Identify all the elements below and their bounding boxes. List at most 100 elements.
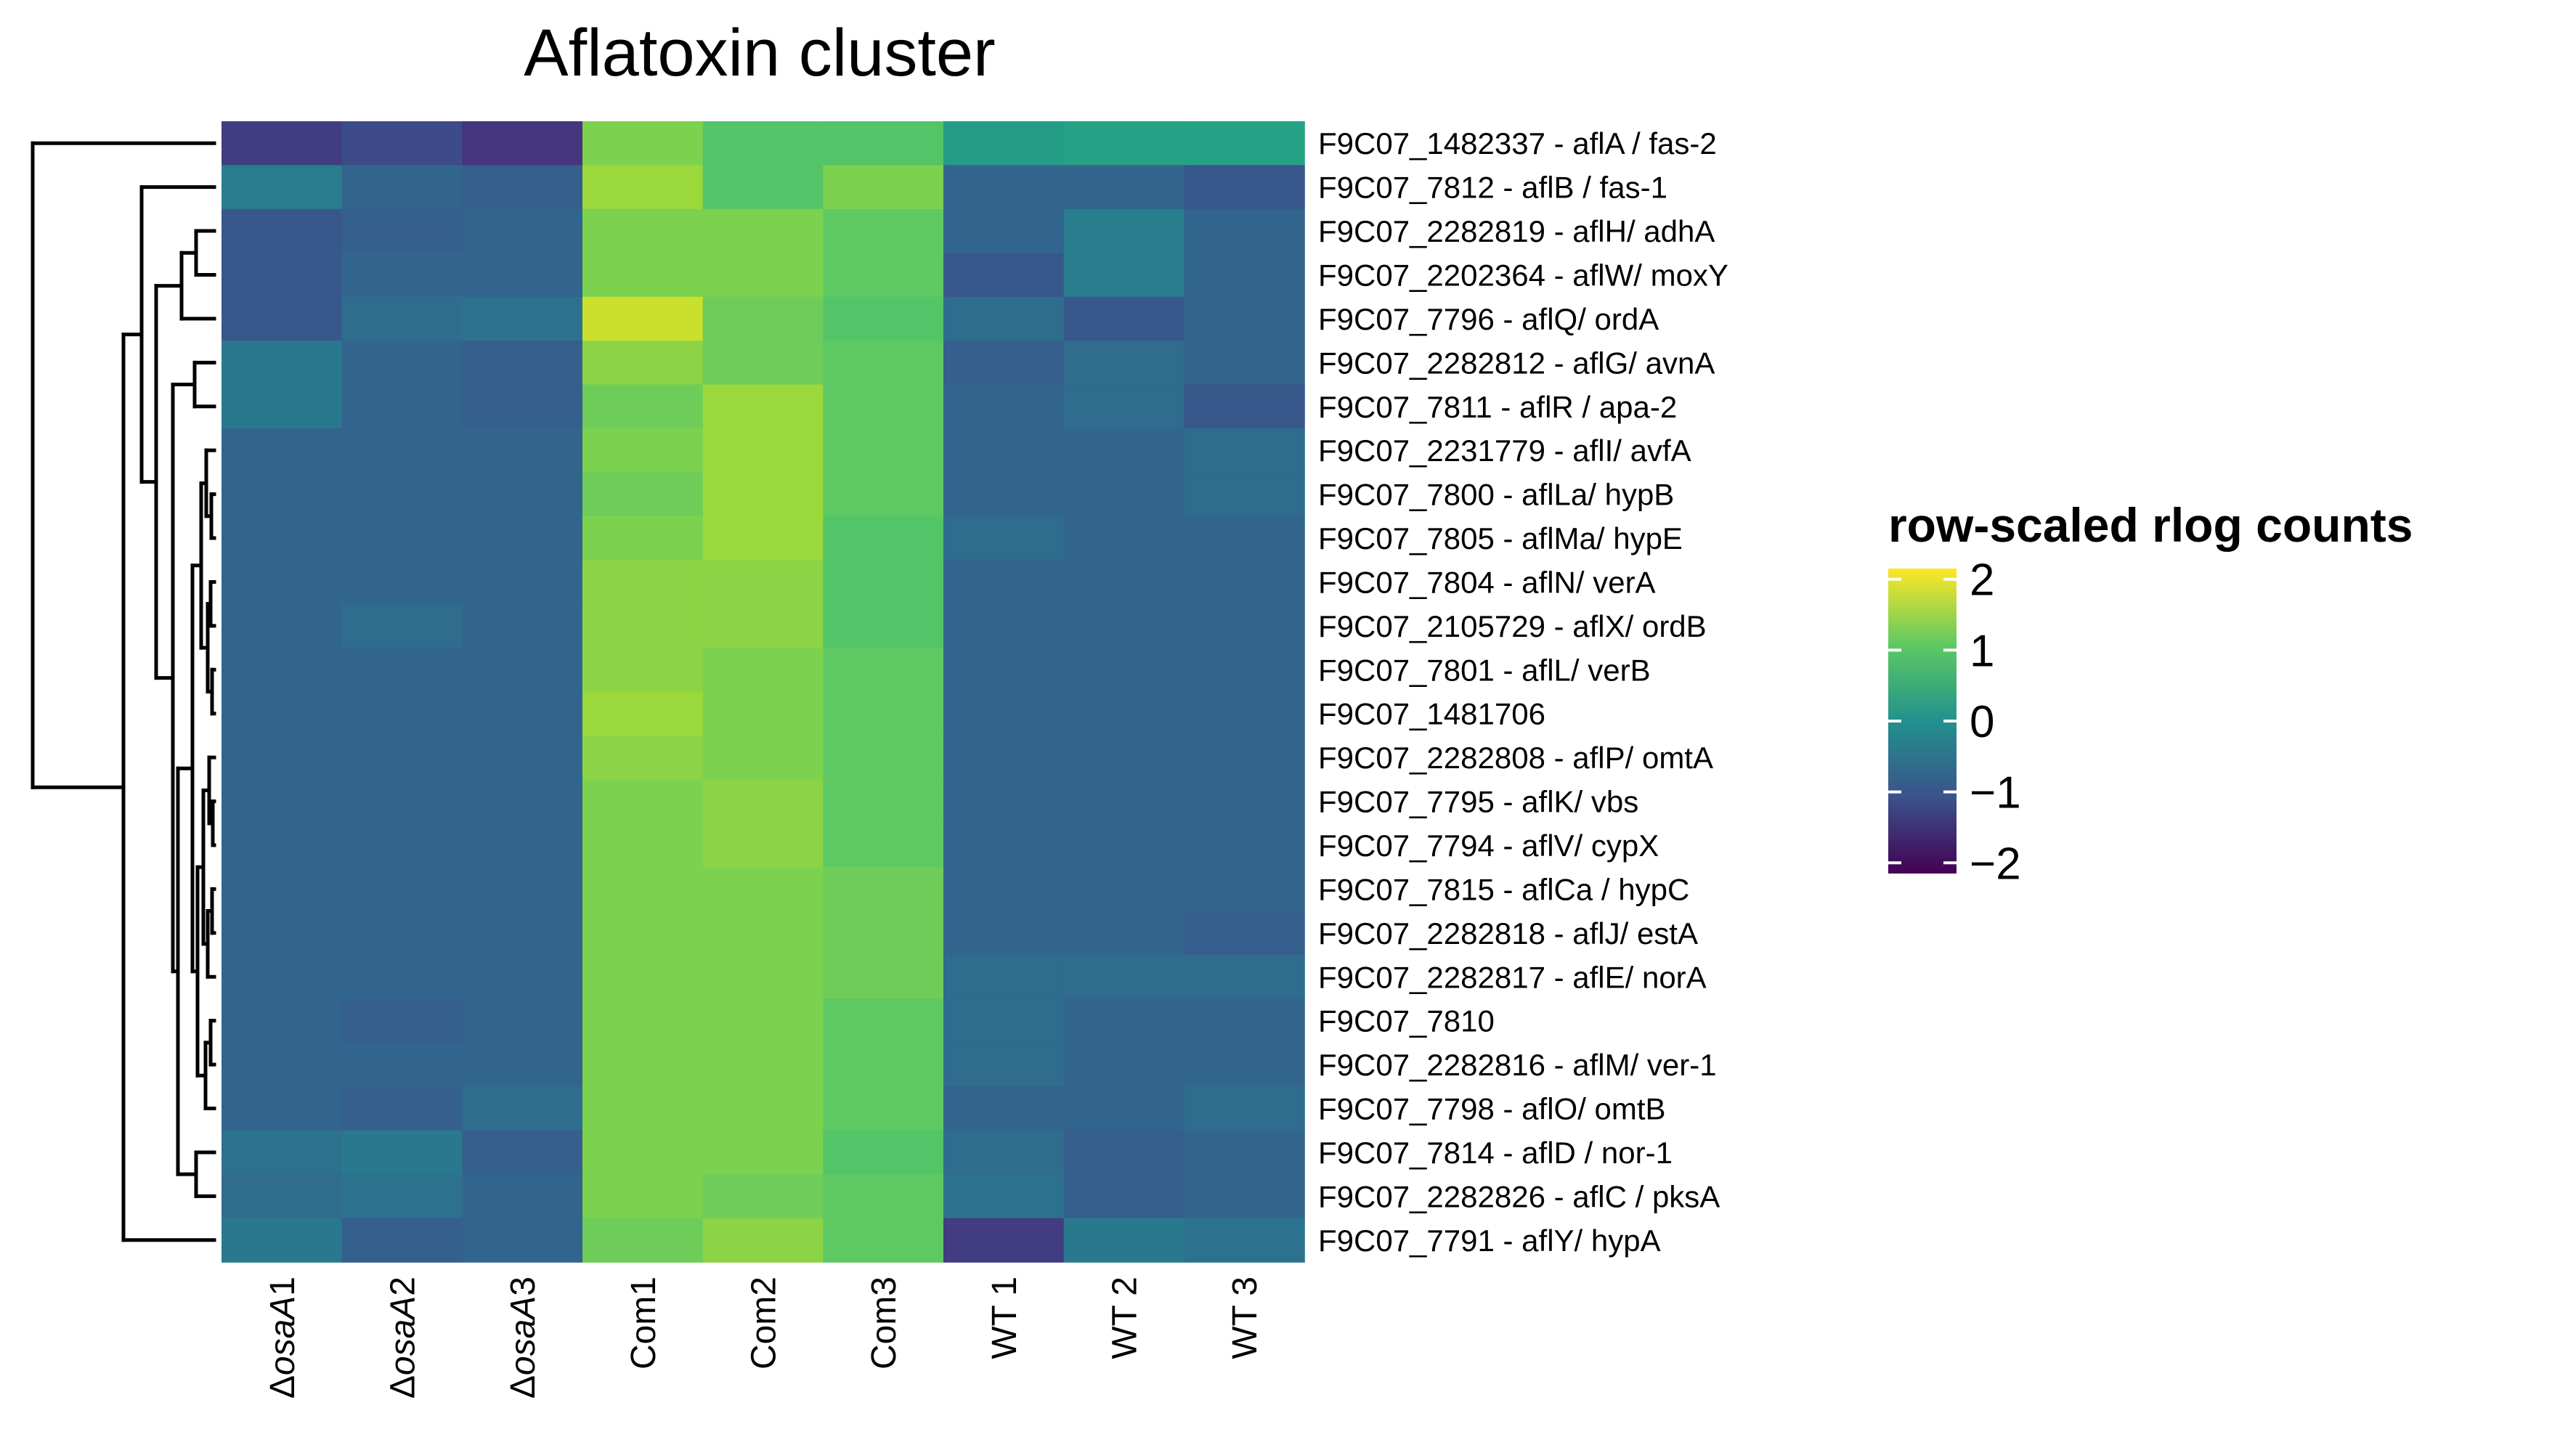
heatmap-cell bbox=[702, 1174, 824, 1219]
heatmap-cell bbox=[702, 165, 824, 210]
column-label: WT 2 bbox=[1106, 1277, 1145, 1359]
heatmap-cell bbox=[943, 341, 1065, 386]
heatmap-cell bbox=[1184, 560, 1305, 605]
heatmap-cell bbox=[462, 735, 583, 781]
heatmap-cell bbox=[943, 384, 1065, 429]
heatmap-cell bbox=[222, 911, 343, 956]
heatmap-cell bbox=[341, 823, 463, 868]
heatmap-cell bbox=[222, 1130, 343, 1175]
heatmap-cell bbox=[943, 691, 1065, 736]
heatmap-cell bbox=[582, 1174, 704, 1219]
heatmap-cell bbox=[222, 648, 343, 693]
heatmap-cell bbox=[222, 998, 343, 1043]
heatmap-cell bbox=[823, 253, 944, 298]
row-label: F9C07_2282812 - aflG/ avnA bbox=[1318, 346, 1715, 380]
heatmap-cell bbox=[823, 341, 944, 386]
heatmap-cell bbox=[341, 735, 463, 781]
heatmap-cell bbox=[341, 1086, 463, 1131]
heatmap-cell bbox=[943, 998, 1065, 1043]
heatmap-cell bbox=[222, 867, 343, 912]
heatmap-cell bbox=[222, 341, 343, 386]
heatmap-cell bbox=[462, 955, 583, 1000]
heatmap-cell bbox=[823, 603, 944, 648]
heatmap-cell bbox=[702, 384, 824, 429]
column-label: WT 3 bbox=[1226, 1277, 1264, 1359]
column-label: WT 1 bbox=[986, 1277, 1024, 1359]
heatmap-cell bbox=[582, 296, 704, 341]
heatmap-cell bbox=[222, 603, 343, 648]
heatmap-cell bbox=[702, 428, 824, 473]
heatmap-cell bbox=[222, 560, 343, 605]
heatmap-cell bbox=[1184, 1218, 1305, 1263]
heatmap-cell bbox=[943, 603, 1065, 648]
heatmap-cell bbox=[222, 208, 343, 254]
heatmap-cell bbox=[702, 998, 824, 1043]
heatmap-cell bbox=[341, 1130, 463, 1175]
row-label: F9C07_1481706 bbox=[1318, 697, 1545, 731]
heatmap-cell bbox=[1063, 296, 1185, 341]
heatmap-cell bbox=[582, 998, 704, 1043]
heatmap-cell bbox=[582, 648, 704, 693]
row-label: F9C07_1482337 - aflA / fas-2 bbox=[1318, 126, 1717, 160]
heatmap-cell bbox=[462, 911, 583, 956]
column-label: ΔosaA1 bbox=[264, 1277, 302, 1399]
heatmap-cell bbox=[943, 516, 1065, 561]
heatmap-cell bbox=[582, 955, 704, 1000]
row-label: F9C07_2282826 - aflC / pksA bbox=[1318, 1179, 1720, 1213]
heatmap-cell bbox=[582, 735, 704, 781]
row-label: F9C07_2282808 - aflP/ omtA bbox=[1318, 741, 1713, 775]
heatmap-cell bbox=[582, 1130, 704, 1175]
heatmap-cell bbox=[702, 735, 824, 781]
heatmap-cell bbox=[222, 1174, 343, 1219]
heatmap-cell bbox=[341, 779, 463, 824]
heatmap-cell bbox=[1184, 779, 1305, 824]
heatmap-cell bbox=[222, 428, 343, 473]
heatmap-cell bbox=[582, 165, 704, 210]
legend-title: row-scaled rlog counts bbox=[1888, 498, 2413, 552]
heatmap-cell bbox=[702, 955, 824, 1000]
heatmap-cell bbox=[1063, 867, 1185, 912]
heatmap-cell bbox=[1184, 341, 1305, 386]
heatmap-cell bbox=[1184, 428, 1305, 473]
heatmap-cell bbox=[1184, 253, 1305, 298]
heatmap-cell bbox=[702, 1042, 824, 1088]
row-label: F9C07_2231779 - aflI/ avfA bbox=[1318, 433, 1691, 468]
heatmap-cell bbox=[1063, 603, 1185, 648]
heatmap-cell bbox=[943, 867, 1065, 912]
heatmap-cell bbox=[823, 955, 944, 1000]
heatmap-cell bbox=[462, 1042, 583, 1088]
heatmap-cell bbox=[1184, 1174, 1305, 1219]
heatmap-cell bbox=[702, 823, 824, 868]
heatmap-cell bbox=[823, 779, 944, 824]
heatmap-cell bbox=[1184, 516, 1305, 561]
column-label: Com2 bbox=[745, 1277, 784, 1369]
heatmap-cell bbox=[823, 911, 944, 956]
heatmap-cell bbox=[702, 1218, 824, 1263]
row-label: F9C07_7812 - aflB / fas-1 bbox=[1318, 171, 1667, 205]
heatmap-cell bbox=[222, 472, 343, 517]
heatmap-cell bbox=[1063, 1130, 1185, 1175]
heatmap-cell bbox=[582, 823, 704, 868]
heatmap-cell bbox=[341, 1218, 463, 1263]
heatmap-cells bbox=[222, 121, 1305, 1263]
heatmap-cell bbox=[462, 823, 583, 868]
heatmap-cell bbox=[943, 823, 1065, 868]
heatmap-cell bbox=[1063, 208, 1185, 254]
heatmap-cell bbox=[943, 472, 1065, 517]
heatmap-cell bbox=[582, 253, 704, 298]
heatmap-cell bbox=[1063, 472, 1185, 517]
heatmap-cell bbox=[582, 341, 704, 386]
heatmap-cell bbox=[462, 296, 583, 341]
heatmap-cell bbox=[341, 648, 463, 693]
heatmap-cell bbox=[823, 998, 944, 1043]
heatmap-cell bbox=[341, 428, 463, 473]
row-label: F9C07_2202364 - aflW/ moxY bbox=[1318, 259, 1728, 293]
heatmap-cell bbox=[582, 603, 704, 648]
heatmap-cell bbox=[462, 341, 583, 386]
row-label: F9C07_2282817 - aflE/ norA bbox=[1318, 960, 1707, 994]
heatmap-cell bbox=[582, 384, 704, 429]
row-label: F9C07_7810 bbox=[1318, 1004, 1495, 1038]
heatmap-cell bbox=[222, 823, 343, 868]
heatmap-cell bbox=[582, 911, 704, 956]
heatmap-cell bbox=[222, 516, 343, 561]
